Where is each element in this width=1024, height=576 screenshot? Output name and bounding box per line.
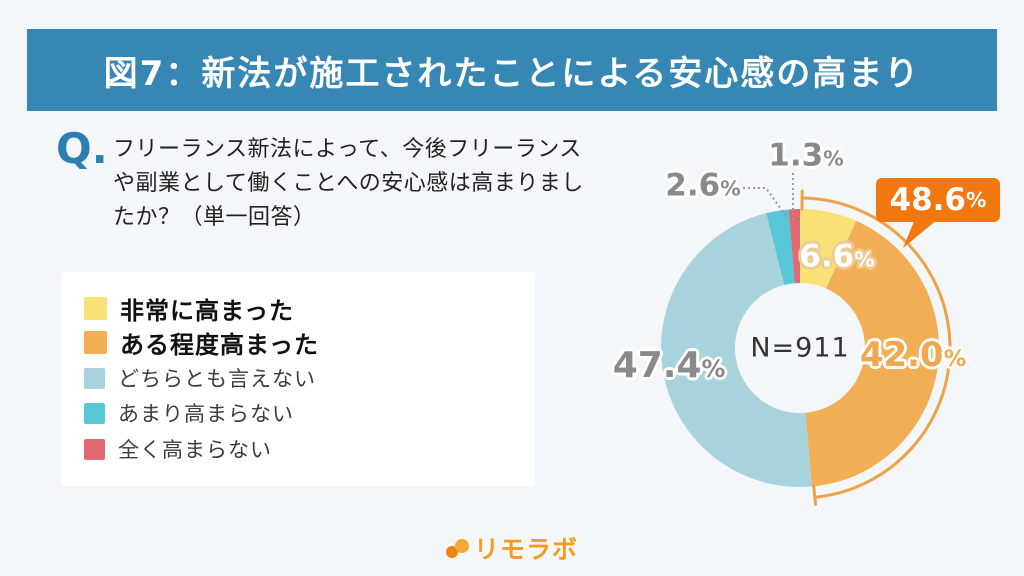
segment-label-not-at-all: 1.3% [768, 137, 844, 174]
question-text: フリーランス新法によって、今後フリーランス や副業として働くことへの安心感は高ま… [113, 133, 653, 235]
question-mark-label: Q. [56, 124, 108, 173]
segment-label-neutral: 47.4% [612, 345, 726, 386]
legend: 非常に高まった ある程度高まった どちらとも言えない あまり高まらない 全く高ま… [61, 272, 535, 486]
footer-logo-text: リモラボ [473, 535, 578, 564]
remolab-logo-icon [445, 537, 470, 559]
legend-item-somewhat-increased: ある程度高まった [84, 325, 319, 360]
highlight-callout-badge: 48.6% [876, 178, 1000, 222]
legend-swatch-orange-icon [84, 331, 107, 354]
question-line-1: フリーランス新法によって、今後フリーランス [113, 137, 582, 162]
title-banner: 図7：新法が施工されたことによる安心感の高まり [27, 29, 997, 111]
segment-label-not-much: 2.6% [665, 167, 741, 204]
legend-label: ある程度高まった [120, 331, 320, 359]
segment-label-somewhat-increased: 42.0% [859, 335, 967, 375]
legend-swatch-yellow-icon [84, 297, 107, 320]
sample-size-label: N=911 [750, 332, 850, 364]
question-line-2: や副業として働くことへの安心感は高まりまし [113, 171, 584, 196]
legend-item-not-much-increased: あまり高まらない [84, 398, 294, 428]
page-title: 図7：新法が施工されたことによる安心感の高まり [103, 53, 921, 94]
footer-logo: リモラボ [0, 530, 1024, 566]
legend-swatch-lightblue-icon [84, 367, 105, 389]
donut-chart: N=911 6.6% 42.0% 47.4% 2.6% 1.3% 48.6% [600, 140, 1000, 548]
legend-label: あまり高まらない [118, 402, 294, 426]
legend-swatch-red-icon [84, 438, 105, 460]
legend-item-neutral: どちらとも言えない [84, 363, 316, 393]
legend-item-not-at-all: 全く高まらない [84, 434, 272, 464]
question-line-3: たか？（単一回答） [113, 205, 316, 230]
legend-label: 全く高まらない [118, 438, 272, 462]
segment-label-very-increased: 6.6% [799, 238, 875, 275]
donut-chart-svg [660, 173, 952, 506]
legend-label: 非常に高まった [120, 297, 295, 325]
legend-label: どちらとも言えない [118, 367, 316, 391]
legend-swatch-cyan-icon [84, 402, 105, 424]
legend-item-very-increased: 非常に高まった [84, 291, 294, 326]
